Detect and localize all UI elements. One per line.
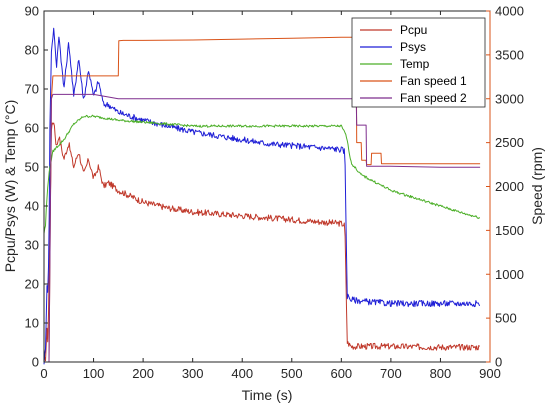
series-line-psys bbox=[43, 27, 481, 365]
y-right-tick-label: 1000 bbox=[495, 267, 524, 282]
y-left-tick-label: 30 bbox=[25, 238, 39, 253]
y-right-tick-label: 1500 bbox=[495, 223, 524, 238]
y-left-tick-label: 0 bbox=[32, 355, 39, 370]
y-right-tick-label: 3500 bbox=[495, 47, 524, 62]
axes-layer: 0 100 200 300 400 500 600 700 800 900010203040506… bbox=[25, 4, 524, 382]
y-axis-left-label: Pcpu/Psys (W) & Temp (°C) bbox=[2, 100, 18, 273]
x-tick-label: 100 bbox=[83, 366, 105, 381]
y-left-tick-label: 70 bbox=[25, 82, 39, 97]
y-left-tick-label: 60 bbox=[25, 121, 39, 136]
y-right-tick-label: 2500 bbox=[495, 135, 524, 150]
x-tick-label: 900 bbox=[479, 366, 501, 381]
series-layer bbox=[43, 27, 481, 365]
y-right-tick-label: 0 bbox=[495, 355, 502, 370]
y-right-tick-label: 3000 bbox=[495, 91, 524, 106]
x-tick-label: 600 bbox=[330, 366, 352, 381]
legend-label: Psys bbox=[400, 40, 426, 54]
x-tick-label: 800 bbox=[430, 366, 452, 381]
y-left-tick-label: 50 bbox=[25, 160, 39, 175]
series-line-fan-speed-1 bbox=[44, 36, 481, 363]
series-line-temp bbox=[43, 114, 481, 234]
x-axis-label: Time (s) bbox=[242, 387, 293, 403]
x-tick-label: 400 bbox=[231, 366, 253, 381]
legend-label: Temp bbox=[400, 57, 430, 71]
y-right-tick-label: 4000 bbox=[495, 4, 524, 19]
y-left-tick-label: 10 bbox=[25, 316, 39, 331]
y-left-tick-label: 40 bbox=[25, 199, 39, 214]
legend: Pcpu Psys Temp Fan speed 1 Fan speed 2 bbox=[351, 17, 486, 108]
y-axis-right-label: Speed (rpm) bbox=[529, 147, 545, 225]
x-tick-label: 200 bbox=[132, 366, 154, 381]
legend-label: Fan speed 1 bbox=[400, 74, 467, 88]
y-left-tick-label: 20 bbox=[25, 277, 39, 292]
x-tick-label: 300 bbox=[182, 366, 204, 381]
series-line-pcpu bbox=[43, 122, 480, 362]
x-tick-label: 0 bbox=[40, 366, 47, 381]
y-right-tick-label: 500 bbox=[495, 311, 517, 326]
legend-label: Fan speed 2 bbox=[400, 91, 467, 105]
y-left-tick-label: 90 bbox=[25, 4, 39, 19]
legend-box bbox=[351, 17, 486, 108]
y-right-tick-label: 2000 bbox=[495, 179, 524, 194]
x-tick-label: 500 bbox=[281, 366, 303, 381]
legend-label: Pcpu bbox=[400, 23, 427, 37]
y-left-tick-label: 80 bbox=[25, 43, 39, 58]
series-line-fan-speed-2 bbox=[44, 93, 481, 363]
x-tick-label: 700 bbox=[380, 366, 402, 381]
